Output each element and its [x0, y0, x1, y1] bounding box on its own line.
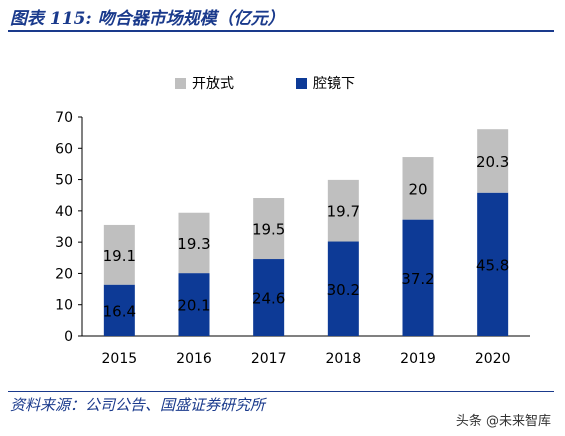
bar-laparoscopic: [178, 273, 210, 336]
legend-item-laparoscopic: 腔镜下: [296, 73, 355, 93]
data-label-laparoscopic: 16.4: [103, 302, 136, 320]
data-label-laparoscopic: 24.6: [252, 290, 285, 308]
source-rule: [8, 391, 554, 392]
bar-laparoscopic: [327, 241, 359, 336]
data-label-open: 19.3: [177, 235, 210, 253]
bar-laparoscopic: [402, 219, 434, 336]
y-tick-label: 20: [55, 266, 73, 282]
data-label-open: 20: [408, 180, 427, 198]
data-label-open: 19.1: [103, 247, 136, 265]
chart-legend: 开放式 腔镜下: [175, 73, 355, 93]
x-tick-label: 2015: [102, 351, 138, 367]
watermark: 头条 @未来智库: [455, 414, 551, 429]
data-label-open: 19.7: [327, 203, 360, 221]
bar-laparoscopic: [253, 259, 285, 336]
title-rule: [8, 30, 554, 32]
bar-open: [253, 198, 285, 260]
bar-laparoscopic: [103, 284, 135, 336]
stacked-bar-chart: 0 10 20 30 40 50 60 70 16.4 19.1 2015 20.1 19.3 2016 2…: [55, 110, 530, 367]
y-tick-label: 60: [55, 141, 73, 157]
data-label-laparoscopic: 37.2: [401, 270, 434, 288]
source-note: 资料来源：公司公告、国盛证券研究所: [10, 396, 266, 414]
legend-swatch-laparoscopic: [296, 77, 307, 89]
legend-item-open: 开放式: [175, 73, 234, 93]
figure-title: 图表 115: 吻合器市场规模（亿元）: [10, 9, 285, 29]
x-tick-label: 2018: [326, 351, 362, 367]
y-tick-label: 30: [55, 235, 73, 251]
y-tick-label: 10: [55, 298, 73, 314]
bar-open: [402, 157, 434, 220]
bar-open: [477, 129, 509, 193]
x-tick-label: 2020: [475, 351, 511, 367]
data-label-open: 20.3: [476, 153, 509, 171]
data-label-open: 19.5: [252, 221, 285, 239]
x-tick-label: 2019: [400, 351, 436, 367]
y-tick-label: 0: [64, 329, 73, 345]
data-label-laparoscopic: 20.1: [177, 297, 210, 315]
legend-label-open: 开放式: [192, 76, 234, 92]
legend-swatch-open: [175, 77, 186, 89]
x-tick-label: 2016: [176, 351, 212, 367]
bar-open: [103, 224, 135, 285]
bar-open: [178, 212, 210, 274]
y-tick-label: 50: [55, 173, 73, 189]
y-tick-label: 40: [55, 204, 73, 220]
data-label-laparoscopic: 30.2: [327, 281, 360, 299]
data-label-laparoscopic: 45.8: [476, 256, 509, 274]
legend-label-laparoscopic: 腔镜下: [313, 76, 355, 92]
bar-laparoscopic: [477, 192, 509, 336]
y-tick-label: 70: [55, 110, 73, 126]
bar-open: [327, 179, 359, 242]
x-tick-label: 2017: [251, 351, 287, 367]
